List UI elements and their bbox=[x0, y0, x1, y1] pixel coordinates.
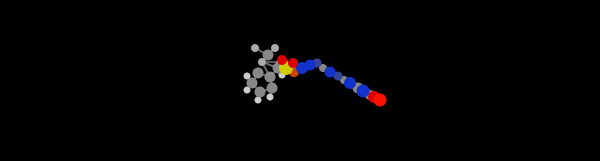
Circle shape bbox=[253, 67, 263, 79]
Circle shape bbox=[319, 64, 327, 72]
Circle shape bbox=[247, 77, 257, 89]
Circle shape bbox=[254, 86, 265, 98]
Circle shape bbox=[244, 72, 251, 80]
Circle shape bbox=[251, 44, 259, 52]
Circle shape bbox=[296, 62, 308, 74]
Circle shape bbox=[272, 62, 284, 74]
Circle shape bbox=[266, 94, 274, 100]
Circle shape bbox=[265, 71, 275, 82]
Circle shape bbox=[279, 61, 293, 75]
Circle shape bbox=[258, 58, 266, 66]
Circle shape bbox=[334, 71, 343, 80]
Circle shape bbox=[305, 60, 316, 71]
Circle shape bbox=[263, 49, 274, 61]
Circle shape bbox=[254, 96, 262, 104]
Circle shape bbox=[356, 85, 370, 98]
Circle shape bbox=[340, 76, 348, 84]
Circle shape bbox=[278, 71, 286, 79]
Circle shape bbox=[373, 94, 386, 106]
Circle shape bbox=[277, 58, 284, 66]
Circle shape bbox=[368, 91, 380, 103]
Circle shape bbox=[266, 82, 277, 94]
Circle shape bbox=[313, 58, 322, 67]
Circle shape bbox=[353, 82, 364, 94]
Circle shape bbox=[244, 86, 251, 94]
Circle shape bbox=[271, 44, 279, 52]
Circle shape bbox=[344, 77, 356, 89]
Circle shape bbox=[365, 90, 375, 100]
Circle shape bbox=[288, 58, 298, 68]
Circle shape bbox=[277, 55, 287, 65]
Circle shape bbox=[325, 66, 335, 77]
Circle shape bbox=[289, 67, 299, 77]
